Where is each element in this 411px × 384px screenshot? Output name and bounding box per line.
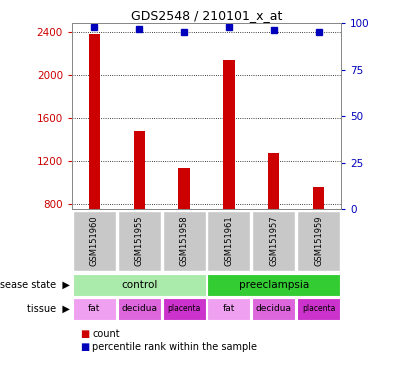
Bar — [208, 274, 340, 296]
Text: decidua: decidua — [121, 305, 157, 313]
Title: GDS2548 / 210101_x_at: GDS2548 / 210101_x_at — [131, 9, 282, 22]
Bar — [118, 298, 161, 320]
Text: fat: fat — [88, 305, 101, 313]
Text: GSM151958: GSM151958 — [180, 216, 189, 266]
Bar — [297, 210, 340, 271]
Text: GSM151957: GSM151957 — [269, 216, 278, 266]
Text: decidua: decidua — [256, 305, 292, 313]
Bar — [252, 210, 296, 271]
Text: disease state  ▶: disease state ▶ — [0, 280, 70, 290]
Bar — [208, 298, 250, 320]
Bar — [252, 298, 296, 320]
Text: count: count — [92, 329, 120, 339]
Bar — [73, 210, 116, 271]
Text: tissue  ▶: tissue ▶ — [27, 304, 70, 314]
Bar — [118, 210, 161, 271]
Bar — [163, 210, 206, 271]
Bar — [313, 187, 324, 209]
Bar — [73, 298, 116, 320]
Text: GSM151960: GSM151960 — [90, 216, 99, 266]
Bar — [297, 298, 340, 320]
Bar — [73, 274, 206, 296]
Text: percentile rank within the sample: percentile rank within the sample — [92, 342, 257, 352]
Bar — [178, 168, 190, 209]
Text: placenta: placenta — [302, 305, 335, 313]
Text: GSM151955: GSM151955 — [135, 216, 144, 266]
Text: preeclampsia: preeclampsia — [239, 280, 309, 290]
Bar — [268, 153, 279, 209]
Text: ■: ■ — [80, 329, 90, 339]
Bar — [208, 210, 250, 271]
Text: fat: fat — [223, 305, 235, 313]
Bar — [134, 131, 145, 209]
Text: ■: ■ — [80, 342, 90, 352]
Text: placenta: placenta — [167, 305, 201, 313]
Bar — [163, 298, 206, 320]
Bar — [223, 60, 235, 209]
Text: control: control — [121, 280, 157, 290]
Text: GSM151961: GSM151961 — [224, 216, 233, 266]
Bar — [89, 34, 100, 209]
Text: GSM151959: GSM151959 — [314, 216, 323, 266]
